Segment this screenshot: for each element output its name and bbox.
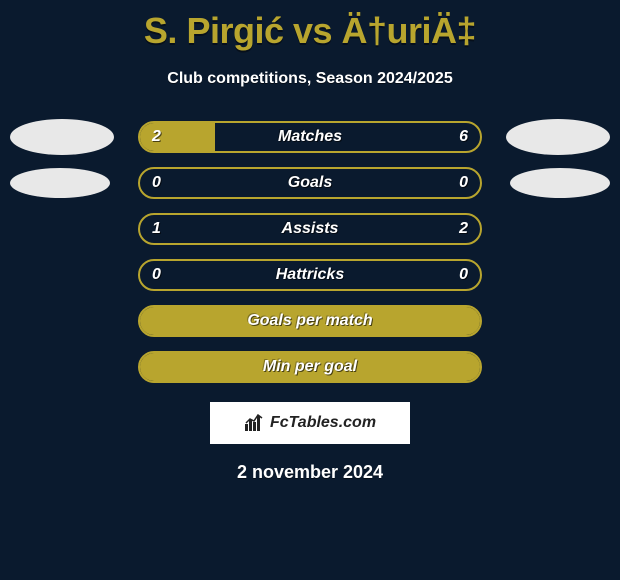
stat-label: Assists <box>282 220 339 238</box>
stat-value-left: 0 <box>152 174 161 192</box>
stat-value-left: 0 <box>152 266 161 284</box>
page-title: S. Pirgić vs Ä†uriÄ‡ <box>0 0 620 52</box>
stat-bar: 0 Goals 0 <box>138 167 482 199</box>
stat-row-matches: 2 Matches 6 <box>0 114 620 160</box>
stat-bar: 0 Hattricks 0 <box>138 259 482 291</box>
player-right-avatar <box>506 119 610 155</box>
subtitle: Club competitions, Season 2024/2025 <box>0 70 620 88</box>
stat-value-right: 0 <box>459 174 468 192</box>
stat-label: Min per goal <box>263 358 357 376</box>
stat-label: Goals <box>288 174 332 192</box>
player-right-avatar <box>510 168 610 198</box>
stat-bar: 1 Assists 2 <box>138 213 482 245</box>
stat-value-left: 2 <box>152 128 161 146</box>
chart-icon <box>244 414 266 432</box>
stat-value-right: 6 <box>459 128 468 146</box>
player-left-avatar <box>10 119 114 155</box>
stat-value-right: 0 <box>459 266 468 284</box>
attribution-badge[interactable]: FcTables.com <box>210 402 410 444</box>
attribution-text: FcTables.com <box>270 414 376 432</box>
stat-row-min-per-goal: Min per goal <box>0 344 620 390</box>
comparison-arena: 2 Matches 6 0 Goals 0 1 Assists 2 <box>0 114 620 390</box>
stat-row-goals: 0 Goals 0 <box>0 160 620 206</box>
stat-row-hattricks: 0 Hattricks 0 <box>0 252 620 298</box>
stat-row-goals-per-match: Goals per match <box>0 298 620 344</box>
stat-bar: 2 Matches 6 <box>138 121 482 153</box>
stat-label: Hattricks <box>276 266 344 284</box>
stat-bar: Min per goal <box>138 351 482 383</box>
stat-label: Matches <box>278 128 342 146</box>
date-label: 2 november 2024 <box>0 462 620 483</box>
stat-value-left: 1 <box>152 220 161 238</box>
stat-label: Goals per match <box>247 312 372 330</box>
stat-value-right: 2 <box>459 220 468 238</box>
stat-row-assists: 1 Assists 2 <box>0 206 620 252</box>
stat-bar: Goals per match <box>138 305 482 337</box>
player-left-avatar <box>10 168 110 198</box>
